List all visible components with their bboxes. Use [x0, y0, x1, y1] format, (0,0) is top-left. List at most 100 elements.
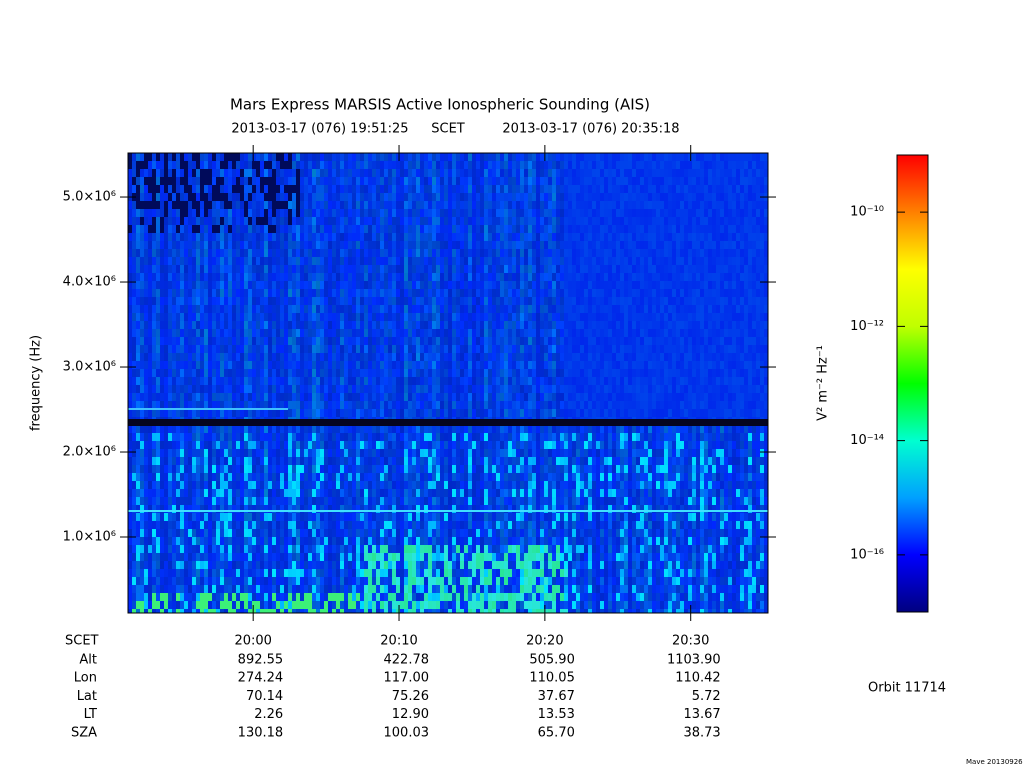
texture-cell [364, 441, 368, 449]
texture-cell [448, 177, 452, 185]
texture-cell [408, 401, 412, 409]
texture-cell [188, 353, 192, 361]
texture-cell [164, 233, 168, 241]
texture-cell [384, 441, 388, 449]
texture-cell [132, 489, 136, 497]
texture-cell [384, 577, 388, 585]
texture-cell [320, 201, 324, 209]
texture-cell [372, 553, 376, 561]
texture-cell [300, 345, 304, 353]
texture-cell [128, 609, 132, 613]
texture-cell [204, 193, 208, 201]
texture-cell [280, 433, 284, 441]
texture-cell [364, 401, 368, 409]
texture-cell [136, 289, 140, 297]
texture-cell [356, 473, 360, 481]
texture-cell [160, 489, 164, 497]
texture-cell [240, 481, 244, 489]
texture-cell [192, 409, 196, 417]
texture-cell [292, 425, 296, 433]
texture-cell [396, 201, 400, 209]
texture-cell [444, 257, 448, 265]
texture-cell [196, 593, 200, 601]
texture-cell [456, 457, 460, 465]
texture-cell [368, 337, 372, 345]
texture-cell [408, 193, 412, 201]
texture-cell [412, 441, 416, 449]
texture-cell [328, 225, 332, 233]
texture-cell [144, 497, 148, 505]
texture-cell [232, 281, 236, 289]
texture-cell [204, 209, 208, 217]
texture-cell [364, 577, 368, 585]
texture-cell [188, 369, 192, 377]
texture-cell [340, 537, 344, 545]
texture-cell [256, 281, 260, 289]
texture-cell [292, 249, 296, 257]
texture-cell [440, 577, 444, 585]
texture-cell [272, 425, 276, 433]
texture-cell [432, 177, 436, 185]
texture-cell [272, 369, 276, 377]
texture-cell [348, 585, 352, 593]
texture-cell [168, 345, 172, 353]
texture-cell [160, 569, 164, 577]
texture-cell [340, 153, 344, 161]
texture-cell [464, 169, 468, 177]
texture-cell [228, 497, 232, 505]
texture-cell [268, 361, 272, 369]
texture-cell [284, 241, 288, 249]
texture-cell [252, 185, 256, 193]
texture-cell [368, 465, 372, 473]
texture-cell [332, 433, 336, 441]
texture-cell [336, 377, 340, 385]
texture-cell [464, 457, 468, 465]
texture-cell [404, 553, 408, 561]
texture-cell [172, 361, 176, 369]
texture-cell [148, 529, 152, 537]
texture-cell [164, 369, 168, 377]
texture-cell [228, 193, 232, 201]
texture-cell [272, 265, 276, 273]
texture-cell [208, 393, 212, 401]
texture-cell [460, 377, 464, 385]
texture-cell [368, 449, 372, 457]
texture-cell [284, 481, 288, 489]
texture-cell [164, 305, 168, 313]
texture-cell [408, 257, 412, 265]
texture-cell [404, 337, 408, 345]
texture-cell [436, 505, 440, 513]
texture-cell [144, 585, 148, 593]
texture-cell [432, 265, 436, 273]
texture-cell [296, 169, 300, 177]
texture-cell [288, 553, 292, 561]
texture-cell [376, 289, 380, 297]
texture-cell [220, 209, 224, 217]
texture-cell [328, 345, 332, 353]
texture-cell [220, 489, 224, 497]
texture-cell [284, 225, 288, 233]
texture-cell [332, 457, 336, 465]
texture-cell [192, 593, 196, 601]
texture-cell [208, 561, 212, 569]
texture-cell [420, 305, 424, 313]
texture-cell [220, 289, 224, 297]
texture-cell [292, 545, 296, 553]
texture-cell [288, 209, 292, 217]
texture-cell [352, 225, 356, 233]
texture-cell [440, 537, 444, 545]
texture-cell [152, 161, 156, 169]
texture-cell [332, 257, 336, 265]
texture-cell [184, 209, 188, 217]
texture-cell [152, 513, 156, 521]
texture-cell [408, 441, 412, 449]
texture-cell [260, 161, 264, 169]
texture-cell [420, 241, 424, 249]
texture-cell [272, 385, 276, 393]
texture-cell [408, 513, 412, 521]
texture-cell [392, 545, 396, 553]
texture-cell [224, 177, 228, 185]
texture-cell [248, 385, 252, 393]
texture-cell [168, 601, 172, 609]
texture-cell [252, 361, 256, 369]
